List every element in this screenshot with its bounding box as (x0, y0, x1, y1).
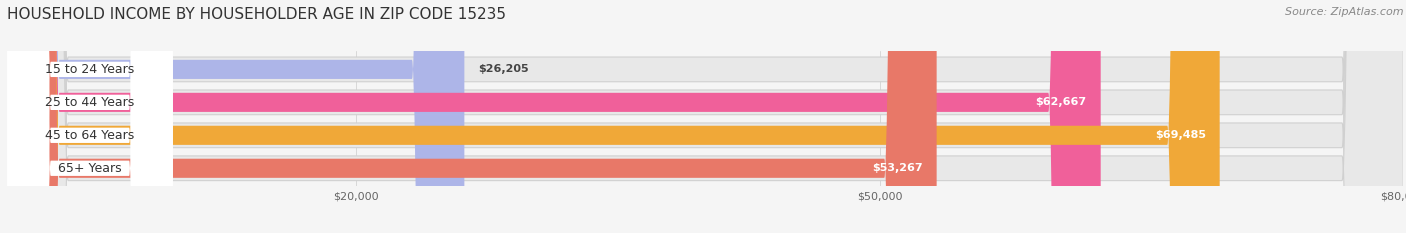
FancyBboxPatch shape (7, 0, 173, 233)
Text: $53,267: $53,267 (872, 163, 922, 173)
FancyBboxPatch shape (7, 0, 1403, 233)
Text: 65+ Years: 65+ Years (58, 162, 122, 175)
Text: Source: ZipAtlas.com: Source: ZipAtlas.com (1285, 7, 1403, 17)
Text: $69,485: $69,485 (1154, 130, 1206, 140)
FancyBboxPatch shape (7, 0, 173, 233)
FancyBboxPatch shape (7, 0, 936, 233)
FancyBboxPatch shape (7, 0, 464, 233)
Text: 15 to 24 Years: 15 to 24 Years (45, 63, 135, 76)
FancyBboxPatch shape (7, 0, 1219, 233)
FancyBboxPatch shape (7, 0, 1403, 233)
FancyBboxPatch shape (7, 0, 1101, 233)
Text: $26,205: $26,205 (478, 64, 529, 74)
FancyBboxPatch shape (7, 0, 173, 233)
Text: 25 to 44 Years: 25 to 44 Years (45, 96, 135, 109)
Text: 45 to 64 Years: 45 to 64 Years (45, 129, 135, 142)
FancyBboxPatch shape (7, 0, 173, 233)
FancyBboxPatch shape (7, 0, 1403, 233)
Text: $62,667: $62,667 (1036, 97, 1087, 107)
Text: HOUSEHOLD INCOME BY HOUSEHOLDER AGE IN ZIP CODE 15235: HOUSEHOLD INCOME BY HOUSEHOLDER AGE IN Z… (7, 7, 506, 22)
FancyBboxPatch shape (7, 0, 1403, 233)
